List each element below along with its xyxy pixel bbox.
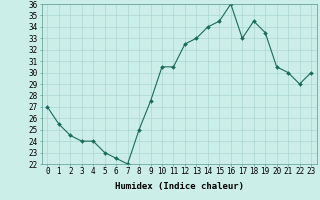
X-axis label: Humidex (Indice chaleur): Humidex (Indice chaleur): [115, 182, 244, 191]
